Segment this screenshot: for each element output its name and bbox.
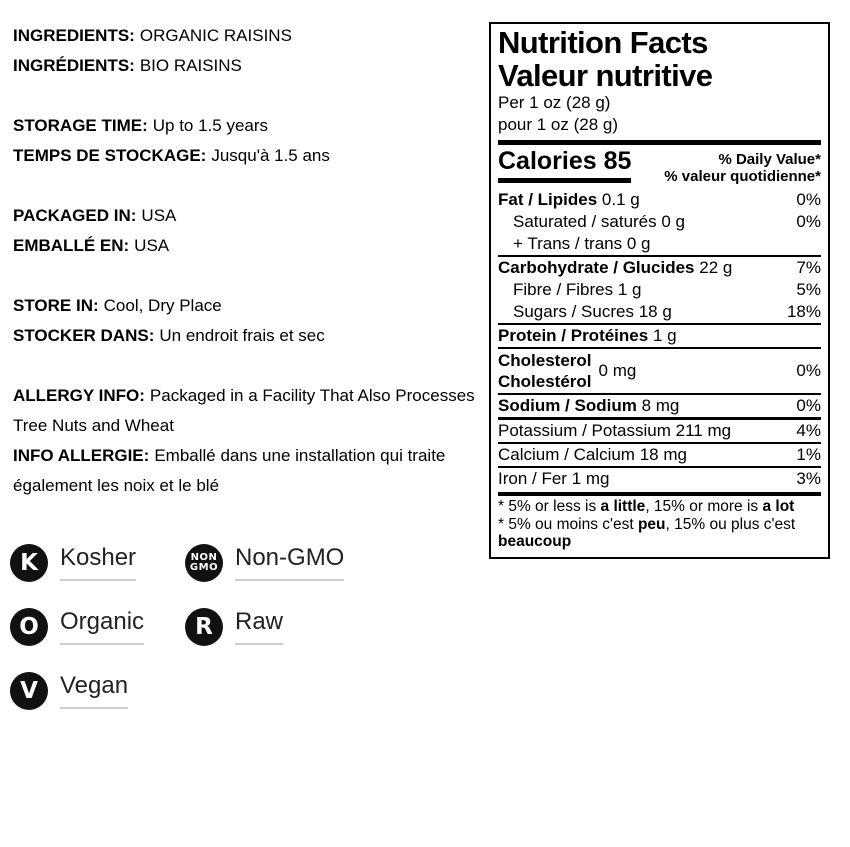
certification-badges: K Kosher NON GMO Non-GMO O Organic R Raw … <box>10 544 345 736</box>
packaged-in-line-fr: EMBALLÉ EN: USA <box>13 231 483 261</box>
footnote: * 5% or less is a little, 15% or more is… <box>498 498 821 551</box>
allergy-info-group: ALLERGY INFO: Packaged in a Facility That… <box>13 381 483 501</box>
serving-size-fr: pour 1 oz (28 g) <box>498 115 619 134</box>
nutrient-row-fibre: Fibre / Fibres 1 g 5% <box>513 280 821 299</box>
packaged-in-group: PACKAGED IN: USA EMBALLÉ EN: USA <box>13 201 483 261</box>
storage-time-group: STORAGE TIME: Up to 1.5 years TEMPS DE ST… <box>13 111 483 171</box>
store-in-line-en: STORE IN: Cool, Dry Place <box>13 291 483 321</box>
storage-time-line-fr: TEMPS DE STOCKAGE: Jusqu'à 1.5 ans <box>13 141 483 171</box>
raw-icon: R <box>185 608 223 646</box>
allergy-info-line-fr: INFO ALLERGIE: Emballé dans une installat… <box>13 441 483 501</box>
daily-value-header-en: % Daily Value* <box>718 151 821 168</box>
nutrient-row-fat: Fat / Lipides 0.1 g 0% <box>498 190 821 209</box>
allergy-info-label-en: ALLERGY INFO: <box>13 386 145 405</box>
badge-row-2: O Organic R Raw <box>10 608 344 646</box>
storage-time-label-fr: TEMPS DE STOCKAGE: <box>13 146 207 165</box>
calories-row: Calories 85 % Daily Value* % valeur quot… <box>498 147 821 185</box>
storage-time-label-en: STORAGE TIME: <box>13 116 148 135</box>
storage-time-value-fr: Jusqu'à 1.5 ans <box>211 146 330 165</box>
raw-label: Raw <box>235 609 284 645</box>
thick-rule <box>498 140 821 145</box>
nutrition-facts-panel: Nutrition Facts Valeur nutritive Per 1 o… <box>489 22 830 559</box>
packaged-in-label-fr: EMBALLÉ EN: <box>13 236 130 255</box>
non-gmo-label: Non-GMO <box>235 545 345 581</box>
nutrient-row-iron: Iron / Fer 1 mg 3% <box>498 466 821 490</box>
ingredients-value-en: ORGANIC RAISINS <box>139 26 292 45</box>
daily-value-header-fr: % valeur quotidienne* <box>664 168 821 185</box>
ingredients-value-fr: BIO RAISINS <box>139 56 242 75</box>
packaged-in-value-en: USA <box>141 206 177 225</box>
raw-badge: R Raw <box>185 608 284 646</box>
footnote-fr: * 5% ou moins c'est peu, 15% ou plus c'e… <box>498 515 796 533</box>
store-in-value-en: Cool, Dry Place <box>103 296 222 315</box>
badge-row-3: V Vegan <box>10 672 344 710</box>
nutrient-row-sugars: Sugars / Sucres 18 g 18% <box>513 302 821 321</box>
kosher-icon: K <box>10 544 48 582</box>
vegan-badge: V Vegan <box>10 672 185 710</box>
kosher-badge: K Kosher <box>10 544 185 582</box>
storage-time-value-en: Up to 1.5 years <box>152 116 269 135</box>
store-in-group: STORE IN: Cool, Dry Place STOCKER DANS: Un… <box>13 291 483 351</box>
allergy-info-value-fr: Emballé dans une installation qui traite… <box>13 446 446 495</box>
nutrition-title-fr: Valeur nutritive <box>498 58 713 93</box>
serving-size-en: Per 1 oz (28 g) <box>498 93 611 112</box>
daily-value-header: % Daily Value* % valeur quotidienne* <box>664 147 821 185</box>
store-in-label-en: STORE IN: <box>13 296 99 315</box>
organic-badge: O Organic <box>10 608 185 646</box>
footnote-rule <box>498 492 821 496</box>
product-info-block: INGREDIENTS: ORGANIC RAISINS INGRÉDIENTS:… <box>13 21 483 531</box>
ingredients-label-fr: INGRÉDIENTS: <box>13 56 135 75</box>
allergy-info-label-fr: INFO ALLERGIE: <box>13 446 150 465</box>
nutrient-row-trans: + Trans / trans 0 g <box>513 234 651 253</box>
ingredients-label-en: INGREDIENTS: <box>13 26 135 45</box>
vegan-icon: V <box>10 672 48 710</box>
calories-value: Calories 85 <box>498 147 632 183</box>
nutrient-row-saturated: Saturated / saturés 0 g 0% <box>513 212 821 231</box>
packaged-in-label-en: PACKAGED IN: <box>13 206 137 225</box>
packaged-in-line-en: PACKAGED IN: USA <box>13 201 483 231</box>
ingredients-group: INGREDIENTS: ORGANIC RAISINS INGRÉDIENTS:… <box>13 21 483 81</box>
ingredients-line-fr: INGRÉDIENTS: BIO RAISINS <box>13 51 483 81</box>
badge-row-1: K Kosher NON GMO Non-GMO <box>10 544 345 582</box>
vegan-label: Vegan <box>60 673 129 709</box>
store-in-label-fr: STOCKER DANS: <box>13 326 155 345</box>
allergy-info-value-en: Packaged in a Facility That Also Process… <box>13 386 475 435</box>
allergy-info-line-en: ALLERGY INFO: Packaged in a Facility That… <box>13 381 483 441</box>
kosher-label: Kosher <box>60 545 137 581</box>
nutrient-row-protein: Protein / Protéines 1 g <box>498 323 821 347</box>
nutrient-row-sodium: Sodium / Sodium 8 mg 0% <box>498 393 821 417</box>
non-gmo-icon: NON GMO <box>185 544 223 582</box>
storage-time-line-en: STORAGE TIME: Up to 1.5 years <box>13 111 483 141</box>
store-in-line-fr: STOCKER DANS: Un endroit frais et sec <box>13 321 483 351</box>
nutrient-row-carbohydrate: Carbohydrate / Glucides 22 g 7% <box>498 255 821 279</box>
ingredients-line-en: INGREDIENTS: ORGANIC RAISINS <box>13 21 483 51</box>
nutrition-title-en: Nutrition Facts <box>498 25 708 60</box>
store-in-value-fr: Un endroit frais et sec <box>159 326 325 345</box>
footnote-en: * 5% or less is a little, 15% or more is… <box>498 498 795 515</box>
packaged-in-value-fr: USA <box>134 236 170 255</box>
nutrient-row-potassium: Potassium / Potassium 211 mg 4% <box>498 417 821 442</box>
organic-label: Organic <box>60 609 145 645</box>
nutrient-row-calcium: Calcium / Calcium 18 mg 1% <box>498 442 821 466</box>
footnote-fr-line2: beaucoup <box>498 533 572 550</box>
nutrient-row-cholesterol: Cholesterol Cholestérol 0 mg 0% <box>498 347 821 393</box>
organic-icon: O <box>10 608 48 646</box>
non-gmo-badge: NON GMO Non-GMO <box>185 544 345 582</box>
